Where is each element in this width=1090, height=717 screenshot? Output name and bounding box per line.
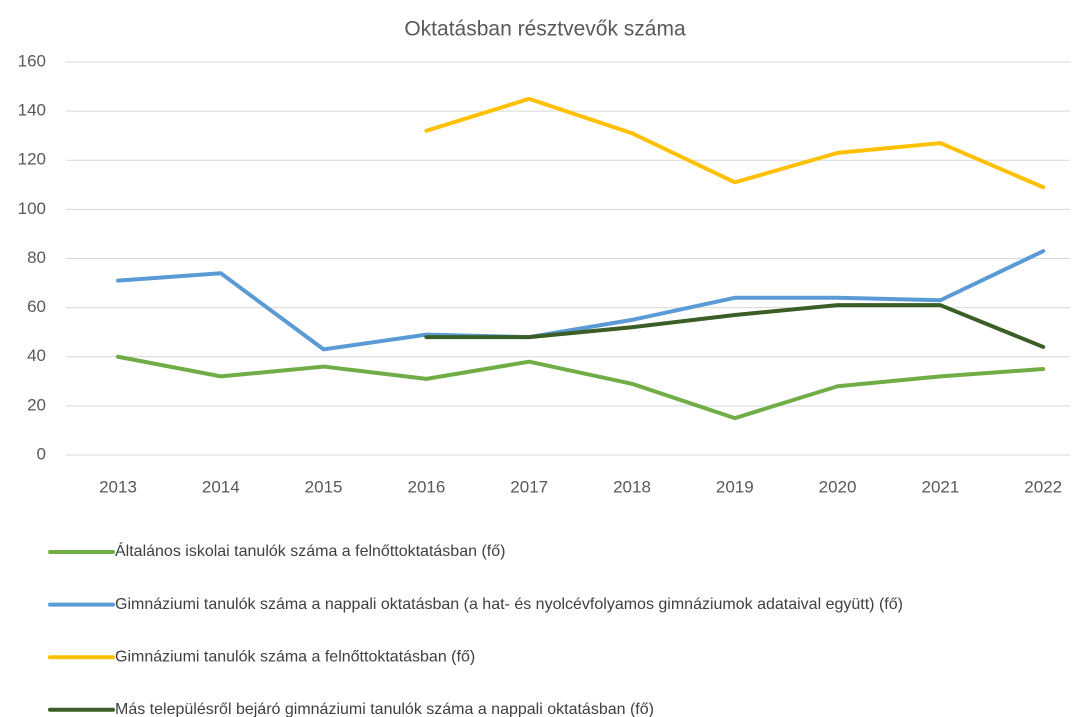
legend-label: Általános iskolai tanulók száma a felnőt… — [115, 541, 505, 560]
x-tick-label: 2013 — [99, 477, 137, 496]
series-line — [116, 249, 1046, 352]
y-tick-label: 120 — [18, 150, 46, 169]
y-tick-label: 160 — [18, 51, 46, 70]
legend-label: Gimnáziumi tanulók száma a felnőttoktatá… — [115, 648, 475, 665]
y-tick-label: 80 — [27, 248, 46, 267]
y-tick-label: 20 — [27, 395, 46, 414]
chart-title: Oktatásban résztvevők száma — [404, 18, 686, 41]
series-line — [424, 303, 1046, 349]
x-tick-label: 2022 — [1024, 477, 1062, 496]
legend-label: Más településről bejáró gimnáziumi tanul… — [115, 701, 654, 717]
y-tick-label: 40 — [27, 346, 46, 365]
x-tick-label: 2018 — [613, 477, 651, 496]
y-tick-label: 0 — [37, 444, 46, 463]
x-tick-label: 2019 — [716, 477, 754, 496]
y-tick-label: 60 — [27, 297, 46, 316]
x-tick-label: 2021 — [921, 477, 959, 496]
series-line — [116, 354, 1046, 421]
x-tick-label: 2017 — [510, 477, 548, 496]
x-tick-label: 2015 — [305, 477, 343, 496]
y-tick-label: 100 — [18, 199, 46, 218]
x-tick-label: 2016 — [407, 477, 445, 496]
x-tick-label: 2014 — [202, 477, 240, 496]
x-tick-label: 2020 — [819, 477, 857, 496]
y-tick-label: 140 — [18, 101, 46, 120]
legend-label: Gimnáziumi tanulók száma a nappali oktat… — [115, 596, 903, 613]
series-line — [424, 96, 1046, 190]
